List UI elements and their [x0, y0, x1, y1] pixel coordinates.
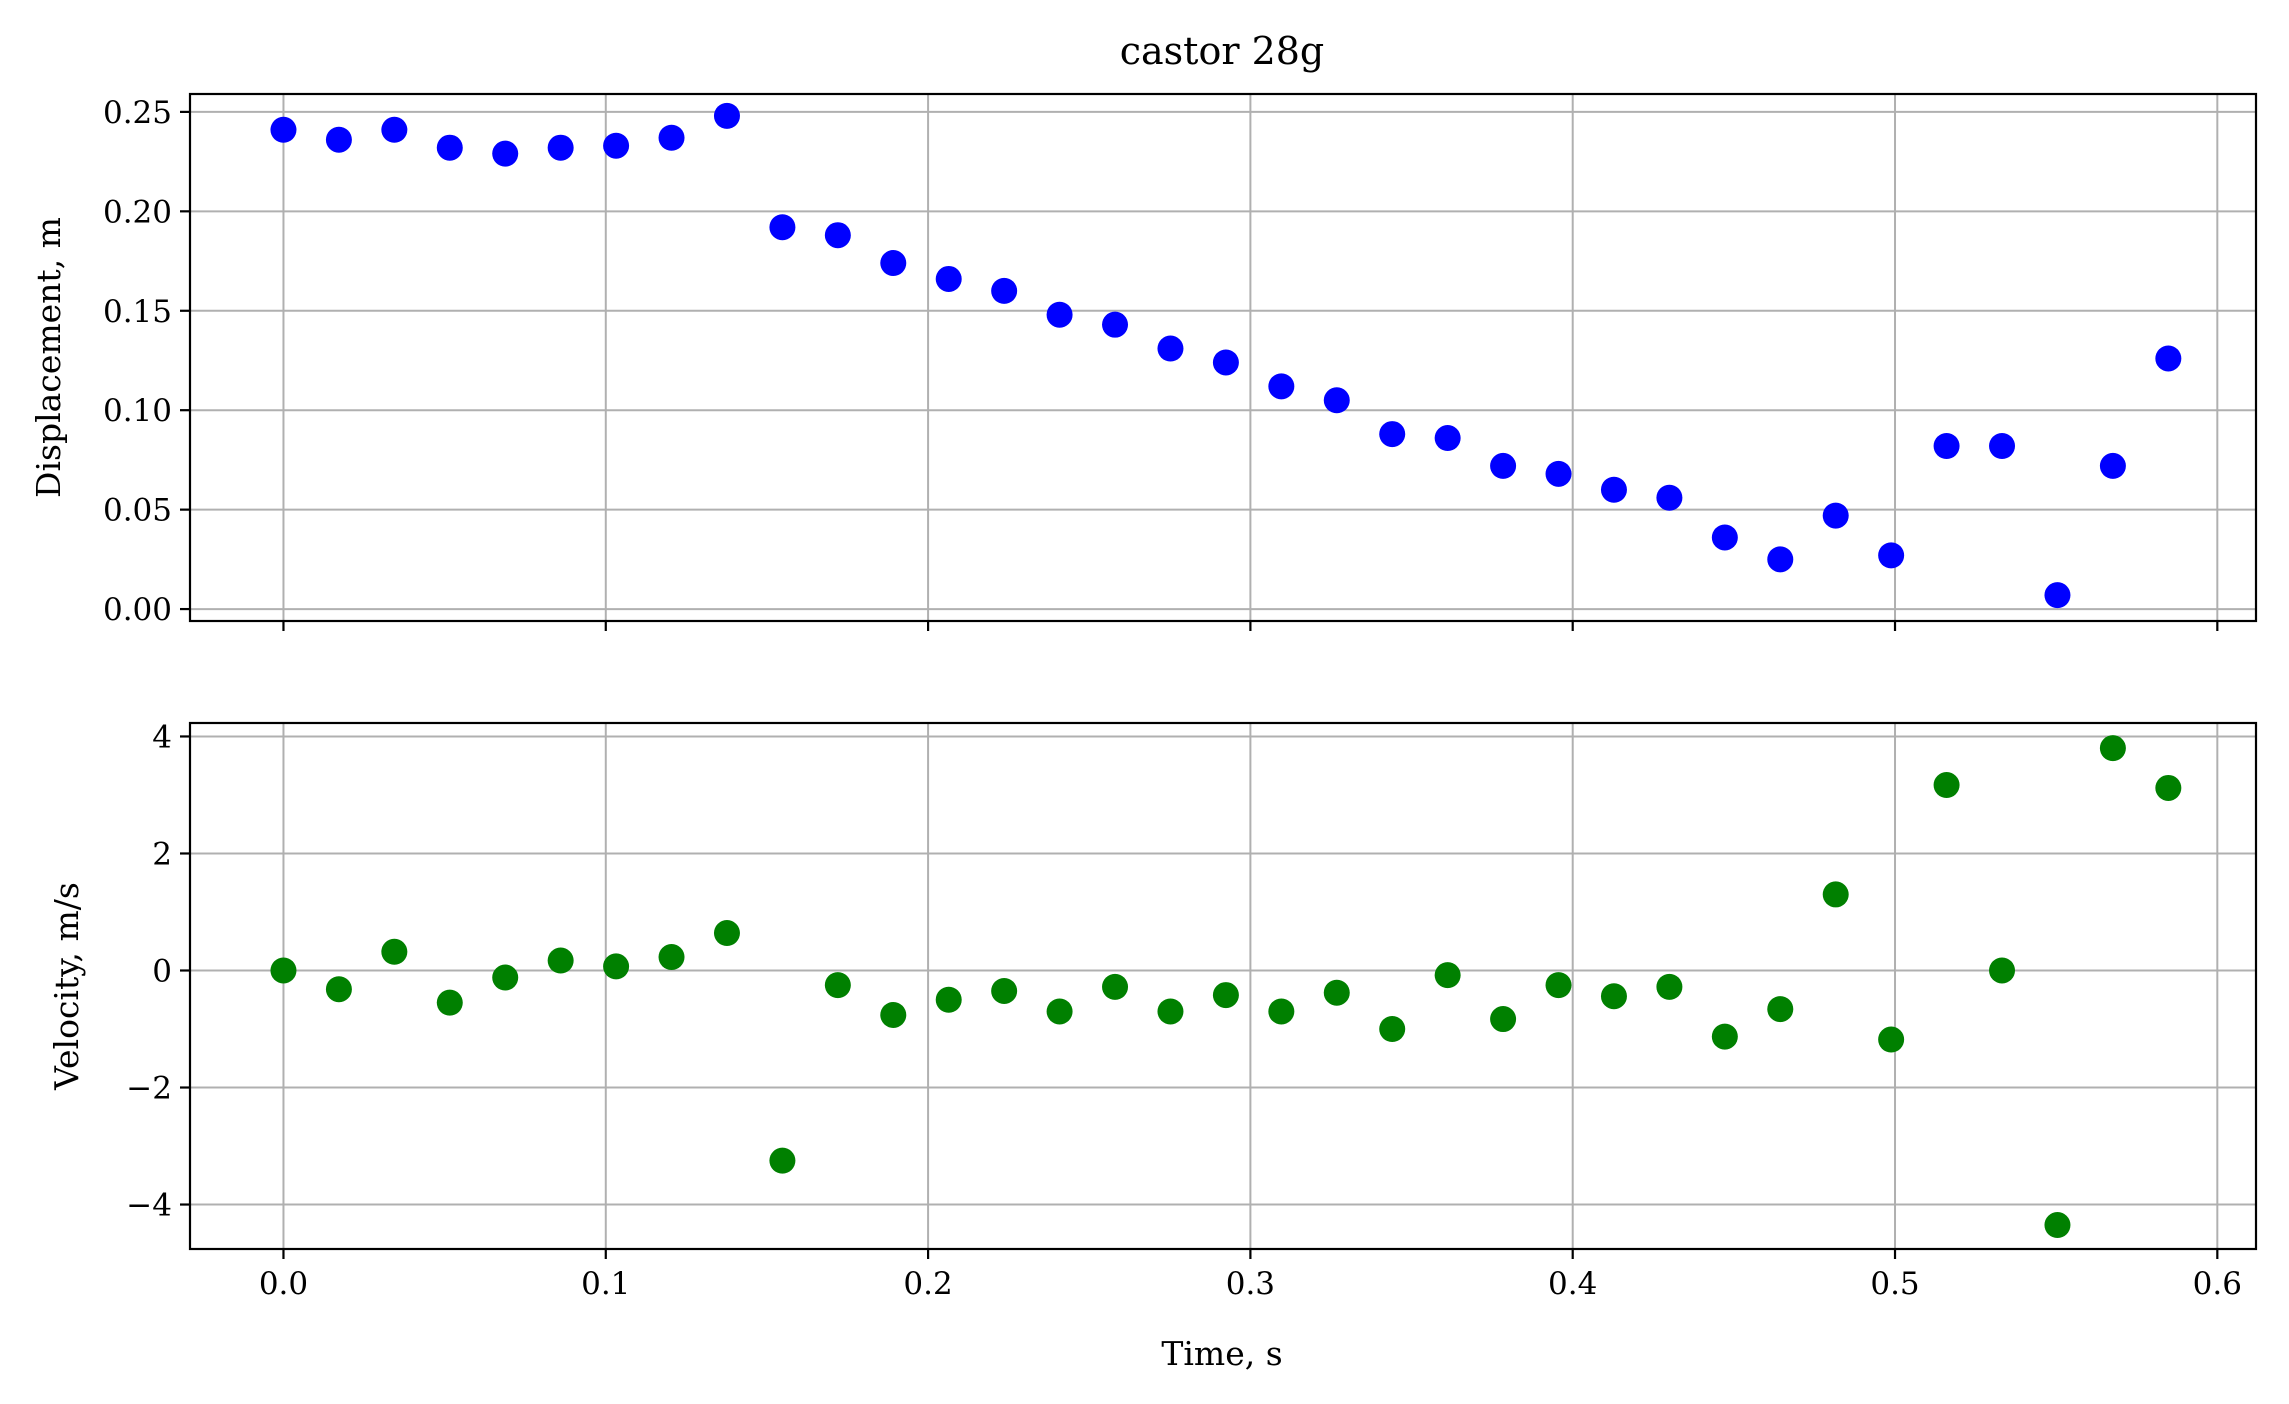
velocity-data-point [1545, 972, 1572, 999]
x-tick-label: 0.0 [259, 1266, 308, 1302]
displacement-y-tick-label: 0.20 [103, 194, 172, 230]
velocity-data-point [769, 1147, 796, 1174]
displacement-data-point [1878, 542, 1905, 569]
displacement-data-point [1102, 311, 1129, 338]
velocity-data-point [547, 947, 574, 974]
velocity-data-point [935, 986, 962, 1013]
displacement-data-point [1711, 524, 1738, 551]
displacement-data-point [1767, 546, 1794, 573]
x-tick-label: 0.4 [1548, 1266, 1597, 1302]
velocity-data-point [1102, 973, 1129, 1000]
x-tick-label: 0.1 [581, 1266, 630, 1302]
displacement-data-point [880, 250, 907, 277]
displacement-data-point [769, 214, 796, 241]
displacement-data-point [1212, 349, 1239, 376]
velocity-data-point [824, 972, 851, 999]
displacement-data-point [547, 134, 574, 161]
x-tick-label: 0.2 [903, 1266, 952, 1302]
velocity-data-point [1822, 881, 1849, 908]
displacement-data-point [1046, 301, 1073, 328]
velocity-y-tick-label: −4 [126, 1188, 172, 1224]
velocity-data-point [1711, 1023, 1738, 1050]
x-tick-label: 0.3 [1226, 1266, 1275, 1302]
displacement-data-point [935, 265, 962, 292]
displacement-data-point [1933, 432, 1960, 459]
velocity-data-point [492, 964, 519, 991]
displacement-plot-frame [188, 92, 2258, 623]
displacement-data-point [2099, 452, 2126, 479]
velocity-data-point [2099, 735, 2126, 762]
velocity-data-point [1268, 998, 1295, 1025]
velocity-data-point [991, 977, 1018, 1004]
x-axis-label: Time, s [1161, 1334, 1282, 1373]
velocity-y-axis-label: Velocity, m/s [47, 882, 86, 1091]
velocity-data-point [1434, 962, 1461, 989]
displacement-y-tick-label: 0.05 [103, 493, 172, 529]
displacement-y-tick-label: 0.25 [103, 95, 172, 131]
displacement-data-point [713, 102, 740, 129]
velocity-data-point [1046, 998, 1073, 1025]
displacement-data-point [1379, 421, 1406, 448]
velocity-data-point [1212, 982, 1239, 1009]
velocity-data-point [1157, 998, 1184, 1025]
displacement-data-point [492, 140, 519, 167]
displacement-data-point [1545, 460, 1572, 487]
velocity-y-tick-label: 4 [152, 719, 172, 755]
displacement-data-point [381, 116, 408, 143]
velocity-data-point [2155, 774, 2182, 801]
velocity-plot-frame [188, 721, 2258, 1251]
velocity-y-tick-label: −2 [126, 1071, 172, 1107]
velocity-data-point [325, 976, 352, 1003]
displacement-data-point [1434, 425, 1461, 452]
displacement-panel: 0.00 0.05 0.10 0.15 0.20 0.25 Displacement, m [29, 92, 2258, 631]
displacement-data-point [2044, 582, 2071, 609]
velocity-data-point [1600, 983, 1627, 1010]
velocity-data-point [1379, 1016, 1406, 1043]
displacement-y-tick-label: 0.10 [103, 393, 172, 429]
displacement-data-point [1268, 373, 1295, 400]
velocity-data-point [658, 944, 685, 971]
displacement-data-point [1989, 432, 2016, 459]
displacement-data-point [1323, 387, 1350, 414]
velocity-data-point [1323, 979, 1350, 1006]
displacement-y-tick-label: 0.15 [103, 294, 172, 330]
velocity-data-point [436, 989, 463, 1016]
displacement-data-point [270, 116, 297, 143]
chart-title: castor 28g [1120, 29, 1325, 73]
displacement-data-point [325, 126, 352, 153]
velocity-data-point [603, 953, 630, 980]
velocity-data-point [2044, 1212, 2071, 1239]
velocity-data-point [381, 938, 408, 965]
velocity-data-point [880, 1001, 907, 1028]
velocity-data-point [1490, 1006, 1517, 1033]
displacement-data-point [824, 222, 851, 249]
velocity-panel: 0.0 0.1 0.2 0.3 0.4 0.5 0.6 −4 −2 0 2 4 Velocity, m… [47, 719, 2258, 1302]
velocity-data-point [270, 957, 297, 984]
displacement-data-point [603, 132, 630, 159]
displacement-y-tick-label: 0.00 [103, 592, 172, 628]
displacement-data-point [2155, 345, 2182, 372]
velocity-data-point [1767, 996, 1794, 1023]
displacement-data-point [1656, 484, 1683, 511]
velocity-data-point [1933, 772, 1960, 799]
displacement-data-point [1490, 452, 1517, 479]
displacement-y-axis-label: Displacement, m [29, 217, 68, 498]
displacement-data-point [1822, 502, 1849, 529]
displacement-data-point [658, 124, 685, 151]
velocity-data-point [1989, 957, 2016, 984]
x-tick-label: 0.6 [2193, 1266, 2242, 1302]
velocity-data-point [713, 920, 740, 947]
velocity-data-point [1656, 973, 1683, 1000]
velocity-y-tick-label: 2 [152, 836, 172, 872]
displacement-data-point [1600, 476, 1627, 503]
velocity-data-point [1878, 1026, 1905, 1053]
displacement-data-point [1157, 335, 1184, 362]
x-tick-label: 0.5 [1870, 1266, 1919, 1302]
displacement-data-point [436, 134, 463, 161]
velocity-y-tick-label: 0 [152, 953, 172, 989]
displacement-data-point [991, 277, 1018, 304]
